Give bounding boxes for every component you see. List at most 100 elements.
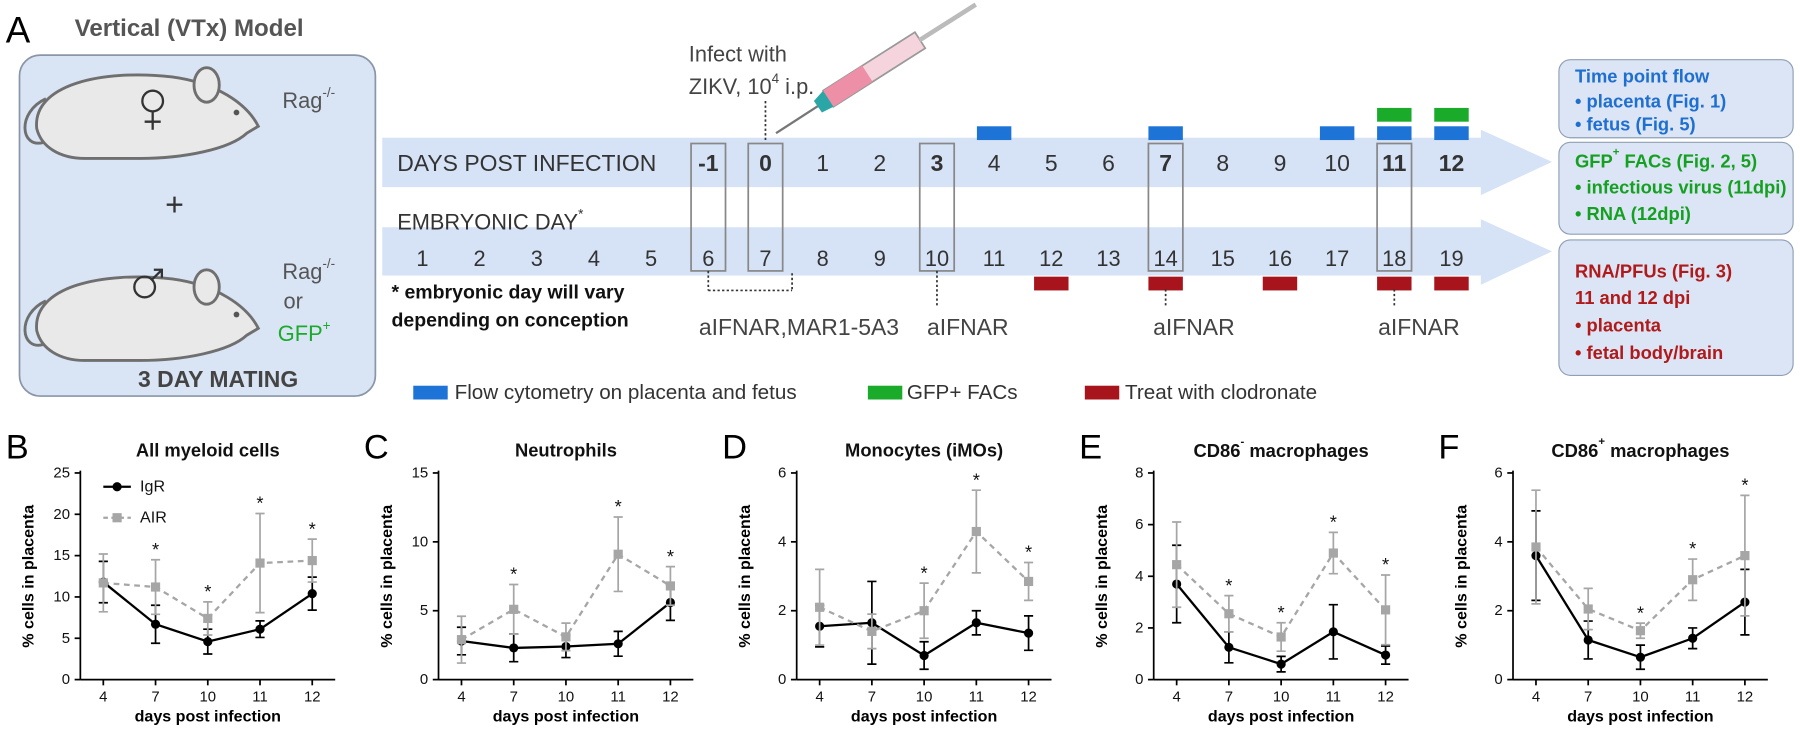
infect-label: Infect with xyxy=(689,41,787,66)
chart-title-part: macrophages xyxy=(1605,440,1729,461)
significance-star: * xyxy=(204,581,211,602)
box-line-part: FACs (Fig. 2, 5) xyxy=(1619,150,1757,171)
info-box xyxy=(1558,239,1794,376)
y-tick-label: 6 xyxy=(778,464,786,481)
infect-label-part: 4 xyxy=(772,71,780,86)
box-line: 11 and 12 dpi xyxy=(1575,287,1690,308)
marker xyxy=(1328,548,1338,558)
chart-title-part: CD86 xyxy=(1194,440,1241,461)
mouse-tail xyxy=(23,299,47,347)
y-tick-label: 15 xyxy=(53,547,70,564)
significance-star: * xyxy=(309,518,316,539)
marker xyxy=(1635,626,1646,636)
legend-marker xyxy=(112,482,122,492)
chart-title-part: CD86 xyxy=(1551,440,1598,461)
marker xyxy=(307,555,317,566)
y-tick-label: 15 xyxy=(412,464,429,481)
significance-star: * xyxy=(1382,554,1389,575)
y-tick-label: 6 xyxy=(1135,516,1143,533)
y-tick-label: 0 xyxy=(778,671,786,688)
x-tick-label: 7 xyxy=(1225,688,1233,705)
marker xyxy=(1023,576,1034,587)
treatment-label: aIFNAR xyxy=(1378,314,1460,340)
barrel-fill xyxy=(823,65,873,107)
y-tick-label: 0 xyxy=(1135,671,1143,688)
marker xyxy=(203,613,213,624)
mating-label: 3 DAY MATING xyxy=(138,366,298,392)
or-label: or xyxy=(284,288,303,313)
box-line: • infectious virus (11dpi) xyxy=(1575,177,1786,198)
significance-star: * xyxy=(615,496,622,517)
series-line xyxy=(103,559,313,620)
x-tick-label: 12 xyxy=(1377,688,1394,705)
marker xyxy=(613,549,623,559)
significance-star: * xyxy=(1689,538,1696,559)
x-axis-label: days post infection xyxy=(1567,707,1713,725)
marker xyxy=(919,606,929,616)
day-number: 10 xyxy=(1324,150,1350,176)
chart-title: Neutrophils xyxy=(515,440,617,461)
female-mouse xyxy=(23,66,261,160)
y-axis-label: % cells in placenta xyxy=(1452,504,1470,648)
timeline-arrow xyxy=(382,129,1553,196)
significance-star: * xyxy=(1278,602,1285,623)
marker xyxy=(203,636,213,647)
box-line: • placenta (Fig. 1) xyxy=(1575,91,1726,112)
x-tick-label: 12 xyxy=(1737,688,1754,705)
panel-letter: A xyxy=(6,9,31,50)
marker xyxy=(613,639,623,649)
clodronate-marker xyxy=(1034,276,1069,291)
legend-label: IgR xyxy=(140,478,165,496)
x-tick-label: 7 xyxy=(510,688,518,705)
embryonic-day-number: 5 xyxy=(645,246,657,271)
y-tick-label: 5 xyxy=(420,602,428,619)
note-text: depending on conception xyxy=(391,309,628,331)
significance-star: * xyxy=(1741,475,1748,496)
significance-star: * xyxy=(921,562,928,583)
x-tick-label: 12 xyxy=(304,688,321,705)
treatment-label: aIFNAR xyxy=(927,314,1009,340)
legend-swatch xyxy=(413,385,448,400)
embryonic-day-number: 16 xyxy=(1268,246,1292,271)
embryonic-day-number: 17 xyxy=(1325,246,1349,271)
y-tick-label: 0 xyxy=(62,671,70,688)
legend-marker xyxy=(112,513,122,523)
y-tick-label: 2 xyxy=(1494,602,1502,619)
male-mouse xyxy=(23,268,261,362)
embryonic-day-number: 6 xyxy=(702,246,714,271)
embryonic-label-part: * xyxy=(578,206,584,221)
box-line: Time point flow xyxy=(1575,65,1710,86)
embryonic-day-number: 3 xyxy=(531,246,543,271)
y-tick-label: 0 xyxy=(1494,671,1502,688)
box-line: RNA/PFUs (Fig. 3) xyxy=(1575,260,1732,281)
marker xyxy=(561,632,571,642)
significance-star: * xyxy=(1637,602,1644,623)
y-tick-label: 4 xyxy=(778,533,786,550)
female-genotype-part: Rag xyxy=(282,87,322,112)
info-box xyxy=(1558,141,1794,235)
marker xyxy=(1380,605,1391,615)
infect-label-part: ZIKV, 10 xyxy=(689,74,772,99)
x-tick-label: 10 xyxy=(558,688,575,705)
embryonic-day-number: 18 xyxy=(1382,246,1406,271)
x-axis-label: days post infection xyxy=(851,707,997,725)
plus-sign: + xyxy=(165,186,184,222)
female-genotype: Rag-/- xyxy=(282,84,335,112)
y-tick-label: 10 xyxy=(53,588,70,605)
chart-title: Monocytes (iMOs) xyxy=(845,440,1003,461)
x-tick-label: 10 xyxy=(199,688,216,705)
male-symbol xyxy=(150,268,164,281)
mouse-ear xyxy=(192,66,221,104)
marker xyxy=(815,602,825,612)
chart-title: CD86+ macrophages xyxy=(1551,436,1729,461)
day-number: 0 xyxy=(759,150,772,176)
marker xyxy=(1635,652,1646,662)
marker xyxy=(919,650,929,661)
flow-marker xyxy=(1377,126,1412,141)
significance-star: * xyxy=(1025,542,1032,563)
gfp-genotype: GFP+ xyxy=(278,317,331,345)
marker xyxy=(150,582,161,592)
clodronate-marker xyxy=(1377,276,1412,291)
x-tick-label: 4 xyxy=(1173,688,1181,705)
box-line: • placenta xyxy=(1575,314,1662,335)
